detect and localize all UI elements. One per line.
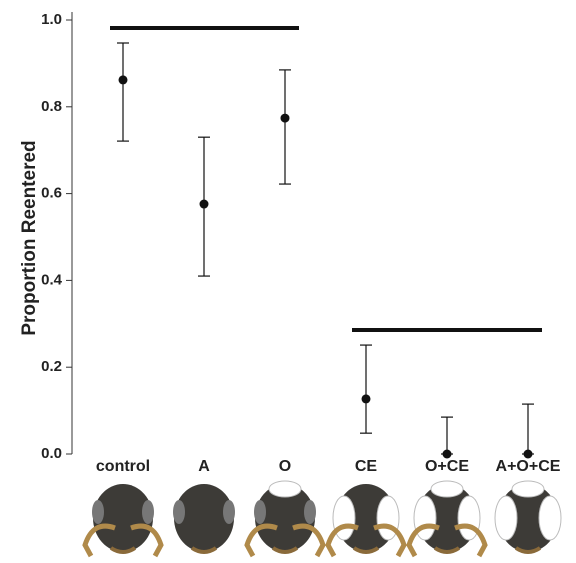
x-tick-label: A+O+CE [496, 458, 561, 475]
eye [223, 500, 235, 524]
x-tick-label: control [96, 458, 150, 475]
antenna [82, 523, 116, 558]
head [255, 484, 315, 552]
ant-head [173, 484, 235, 554]
ant-head [406, 480, 488, 558]
antenna [325, 523, 359, 558]
head [174, 484, 234, 552]
eye [304, 500, 316, 524]
ocelli-cover [430, 480, 464, 498]
x-tick-label: O [279, 458, 291, 475]
point [442, 449, 452, 459]
mandible [109, 546, 137, 554]
ant-head [82, 484, 164, 558]
eye [254, 500, 266, 524]
ant-head [244, 480, 326, 558]
point [118, 75, 128, 85]
eye-cover [538, 495, 562, 541]
antenna [406, 523, 440, 558]
antenna [130, 523, 164, 558]
point [523, 449, 533, 459]
y-axis-label: Proportion Reentered [19, 140, 40, 335]
mandible [271, 546, 299, 554]
antenna [292, 523, 326, 558]
ocelli-cover [511, 480, 545, 498]
eye [92, 500, 104, 524]
antenna [373, 523, 407, 558]
ant-head [325, 484, 407, 558]
mandible [190, 546, 218, 554]
y-tick-label: 0.6 [41, 185, 62, 202]
antenna [454, 523, 488, 558]
eye-cover [494, 495, 518, 541]
y-tick-label: 1.0 [41, 11, 62, 28]
y-tick-label: 0.4 [41, 271, 63, 288]
antenna [244, 523, 278, 558]
y-tick-label: 0.8 [41, 98, 62, 115]
x-tick-label: A [198, 458, 210, 475]
eye [173, 500, 185, 524]
mandible [352, 546, 380, 554]
point [280, 113, 290, 123]
ocelli-cover [268, 480, 302, 498]
x-tick-label: CE [355, 458, 378, 475]
mandible [514, 546, 542, 554]
ant-head [494, 480, 562, 554]
head [93, 484, 153, 552]
x-tick-label: O+CE [425, 458, 469, 475]
y-tick-label: 0.0 [41, 445, 62, 462]
y-tick-label: 0.2 [41, 358, 62, 375]
point [361, 394, 371, 404]
point [199, 199, 209, 209]
eye [142, 500, 154, 524]
mandible [433, 546, 461, 554]
